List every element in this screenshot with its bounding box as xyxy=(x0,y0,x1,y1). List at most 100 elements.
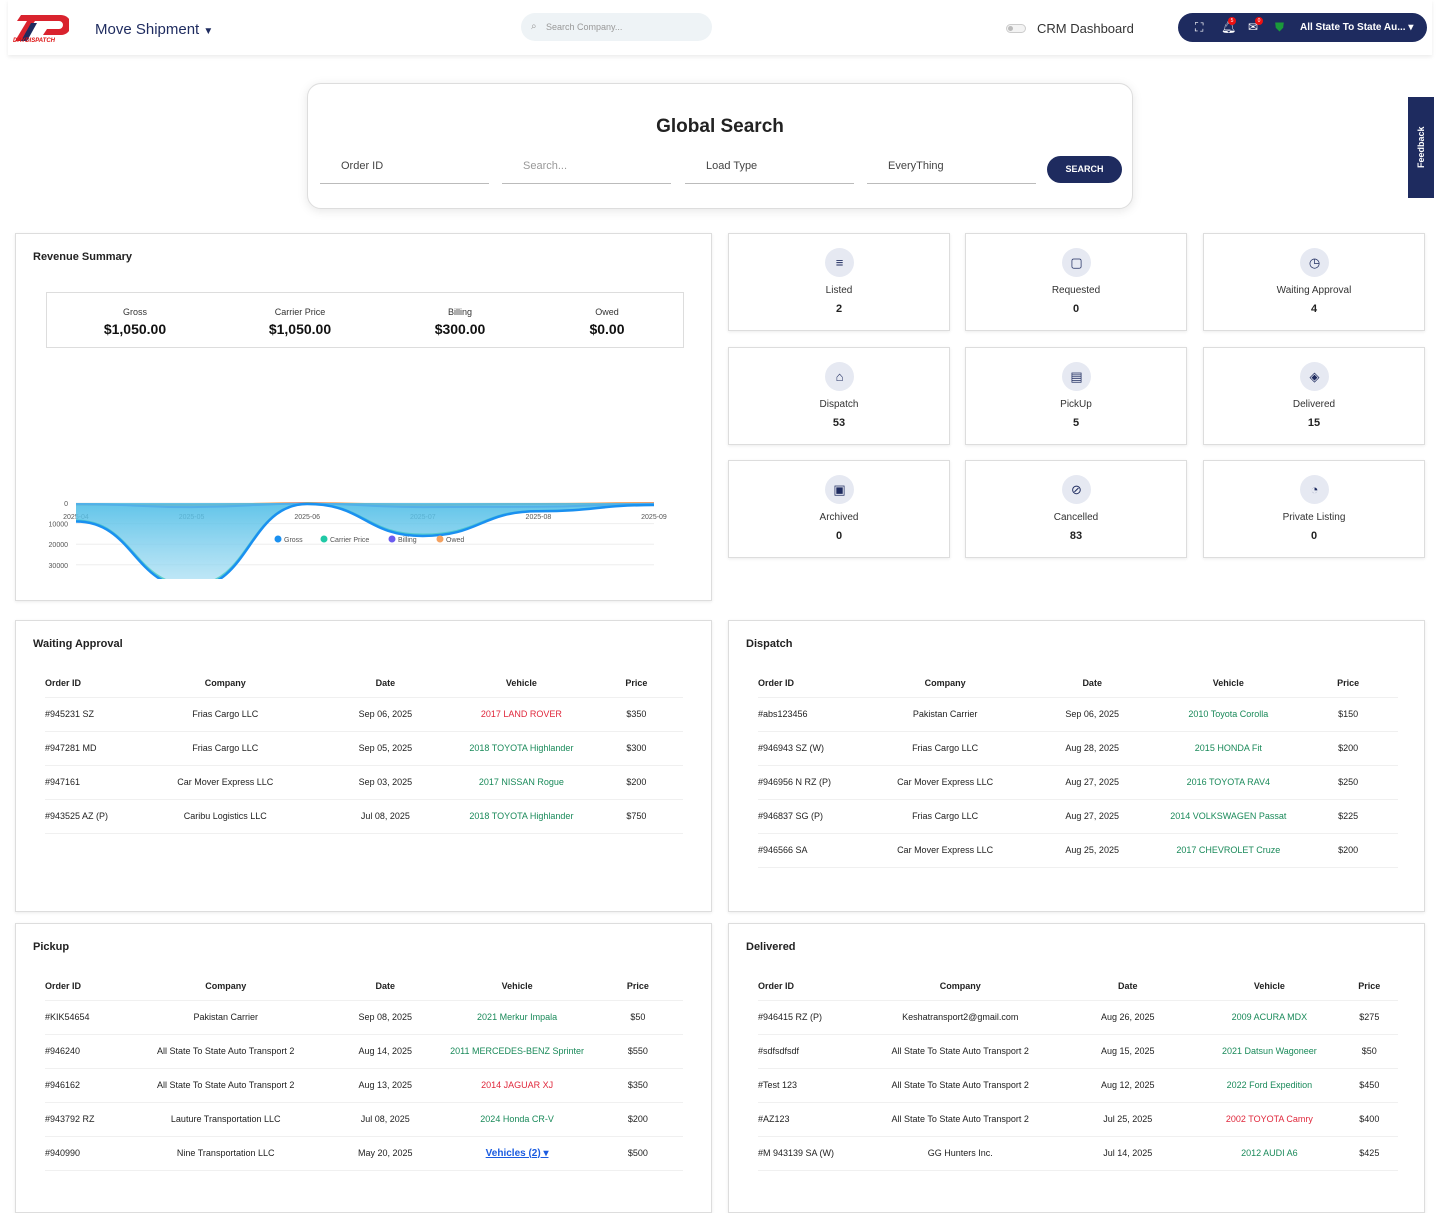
order-id-cell[interactable]: #946240 xyxy=(45,1034,123,1069)
vehicle-cell[interactable]: 2018 TOYOTA Highlander xyxy=(453,799,590,834)
mail-icon[interactable]: ✉ 0 xyxy=(1248,17,1263,34)
table-row[interactable]: #946415 RZ (P) Keshatransport2@gmail.com A… xyxy=(758,1000,1398,1035)
search-input[interactable]: Search... xyxy=(502,160,671,184)
column-header[interactable]: Vehicle xyxy=(1198,980,1341,1001)
status-card-cancelled[interactable]: ⊘ Cancelled 83 xyxy=(965,460,1187,558)
table-row[interactable]: #946956 N RZ (P) Car Mover Express LLC Aug… xyxy=(758,765,1398,800)
vehicle-cell[interactable]: 2021 Merkur Impala xyxy=(441,1000,593,1035)
table-row[interactable]: #945231 SZ Frias Cargo LLC Sep 06, 2025 201… xyxy=(45,697,683,732)
order-id-cell[interactable]: #946566 SA xyxy=(758,833,865,868)
column-header[interactable]: Price xyxy=(589,677,683,698)
vehicle-cell[interactable]: 2017 LAND ROVER xyxy=(453,697,590,732)
vehicle-cell[interactable]: 2022 Ford Expedition xyxy=(1198,1068,1341,1103)
vehicle-cell[interactable]: 2018 TOYOTA Highlander xyxy=(453,731,590,766)
column-header[interactable]: Order ID xyxy=(758,677,865,698)
vehicle-cell[interactable]: 2009 ACURA MDX xyxy=(1198,1000,1341,1035)
status-card-delivered[interactable]: ◈ Delivered 15 xyxy=(1203,347,1425,445)
vehicle-cell[interactable]: 2015 HONDA Fit xyxy=(1158,731,1299,766)
column-header[interactable]: Price xyxy=(592,980,683,1001)
table-row[interactable]: #946837 SG (P) Frias Cargo LLC Aug 27, 202… xyxy=(758,799,1398,834)
vehicle-cell[interactable]: 2010 Toyota Corolla xyxy=(1158,697,1299,732)
column-header[interactable]: Date xyxy=(317,677,454,698)
column-header[interactable]: Price xyxy=(1340,980,1398,1001)
status-card-waiting-approval[interactable]: ◷ Waiting Approval 4 xyxy=(1203,233,1425,331)
order-id-cell[interactable]: #946943 SZ (W) xyxy=(758,731,865,766)
column-header[interactable]: Company xyxy=(863,980,1058,1001)
status-card-requested[interactable]: ▢ Requested 0 xyxy=(965,233,1187,331)
table-row[interactable]: #abs123456 Pakistan Carrier Sep 06, 2025 20… xyxy=(758,697,1398,732)
status-card-dispatch[interactable]: ⌂ Dispatch 53 xyxy=(728,347,950,445)
order-id-cell[interactable]: #KIK54654 xyxy=(45,1000,123,1035)
vehicle-cell[interactable]: 2017 NISSAN Rogue xyxy=(453,765,590,800)
load-type-select[interactable]: Load Type xyxy=(685,160,854,184)
fullscreen-icon[interactable]: ⛶ xyxy=(1195,20,1204,34)
order-id-cell[interactable]: #AZ123 xyxy=(758,1102,864,1137)
column-header[interactable]: Order ID xyxy=(45,677,133,698)
table-row[interactable]: #947281 MD Frias Cargo LLC Sep 05, 2025 201… xyxy=(45,731,683,766)
vehicle-cell[interactable]: 2014 VOLKSWAGEN Passat xyxy=(1158,799,1299,834)
column-header[interactable]: Vehicle xyxy=(441,980,593,1001)
search-button[interactable]: SEARCH xyxy=(1047,156,1122,183)
table-row[interactable]: #AZ123 All State To State Auto Transport … xyxy=(758,1102,1398,1137)
column-header[interactable]: Vehicle xyxy=(1158,677,1299,698)
column-header[interactable]: Order ID xyxy=(45,980,123,1001)
vehicle-cell[interactable]: Vehicles (2) ▾ xyxy=(441,1136,593,1171)
order-id-cell[interactable]: #943525 AZ (P) xyxy=(45,799,133,834)
status-card-pickup[interactable]: ▤ PickUp 5 xyxy=(965,347,1187,445)
order-id-cell[interactable]: #sdfsdfsdf xyxy=(758,1034,864,1069)
order-id-cell[interactable]: #946415 RZ (P) xyxy=(758,1000,864,1035)
table-row[interactable]: #sdfsdfsdf All State To State Auto Transp… xyxy=(758,1034,1398,1069)
status-card-private-listing[interactable]: ◔ Private Listing 0 xyxy=(1203,460,1425,558)
table-row[interactable]: #946240 All State To State Auto Transport… xyxy=(45,1034,683,1069)
column-header[interactable]: Company xyxy=(132,677,318,698)
vehicle-cell[interactable]: 2017 CHEVROLET Cruze xyxy=(1158,833,1299,868)
column-header[interactable]: Date xyxy=(1057,980,1199,1001)
crm-toggle[interactable] xyxy=(1006,24,1026,33)
table-row[interactable]: #947161 Car Mover Express LLC Sep 03, 2025… xyxy=(45,765,683,800)
column-header[interactable]: Order ID xyxy=(758,980,864,1001)
move-shipment-menu[interactable]: Move Shipment ▼ xyxy=(95,21,213,38)
order-id-cell[interactable]: #947281 MD xyxy=(45,731,133,766)
vehicle-cell[interactable]: 2011 MERCEDES-BENZ Sprinter xyxy=(441,1034,593,1069)
order-id-cell[interactable]: #946162 xyxy=(45,1068,123,1103)
vehicle-cell[interactable]: 2002 TOYOTA Camry xyxy=(1198,1102,1341,1137)
column-header[interactable]: Vehicle xyxy=(453,677,590,698)
table-row[interactable]: #KIK54654 Pakistan Carrier Sep 08, 2025 202… xyxy=(45,1000,683,1035)
table-row[interactable]: #943792 RZ Lauture Transportation LLC Jul … xyxy=(45,1102,683,1137)
account-dropdown[interactable]: All State To State Au... ▾ xyxy=(1300,22,1414,33)
table-row[interactable]: #M 943139 SA (W) GG Hunters Inc. Jul 14, 2… xyxy=(758,1136,1398,1171)
order-id-cell[interactable]: #946956 N RZ (P) xyxy=(758,765,865,800)
order-id-cell[interactable]: #947161 xyxy=(45,765,133,800)
column-header[interactable]: Company xyxy=(864,677,1026,698)
order-id-cell[interactable]: #943792 RZ xyxy=(45,1102,123,1137)
daydispatch-logo[interactable] xyxy=(13,9,69,47)
status-card-archived[interactable]: ▣ Archived 0 xyxy=(728,460,950,558)
column-header[interactable]: Date xyxy=(1026,677,1159,698)
table-row[interactable]: #946162 All State To State Auto Transport… xyxy=(45,1068,683,1103)
bell-icon[interactable]: 🔔︎ 5 xyxy=(1221,17,1237,34)
vehicle-cell[interactable]: 2024 Honda CR-V xyxy=(441,1102,593,1137)
order-id-cell[interactable]: #940990 xyxy=(45,1136,123,1171)
everything-select[interactable]: EveryThing xyxy=(867,160,1036,184)
column-header[interactable]: Company xyxy=(122,980,330,1001)
table-row[interactable]: #940990 Nine Transportation LLC May 20, 20… xyxy=(45,1136,683,1171)
vehicle-cell[interactable]: 2021 Datsun Wagoneer xyxy=(1198,1034,1341,1069)
vehicle-cell[interactable]: 2012 AUDI A6 xyxy=(1198,1136,1341,1171)
status-card-listed[interactable]: ≡ Listed 2 xyxy=(728,233,950,331)
search-company-input[interactable]: ⌕ Search Company... xyxy=(521,13,712,41)
order-id-cell[interactable]: #945231 SZ xyxy=(45,697,133,732)
table-row[interactable]: #943525 AZ (P) Caribu Logistics LLC Jul 08… xyxy=(45,799,683,834)
table-row[interactable]: #946943 SZ (W) Frias Cargo LLC Aug 28, 202… xyxy=(758,731,1398,766)
order-id-cell[interactable]: #M 943139 SA (W) xyxy=(758,1136,864,1171)
order-id-cell[interactable]: #Test 123 xyxy=(758,1068,864,1103)
table-row[interactable]: #Test 123 All State To State Auto Transpo… xyxy=(758,1068,1398,1103)
column-header[interactable]: Date xyxy=(329,980,442,1001)
vehicle-cell[interactable]: 2016 TOYOTA RAV4 xyxy=(1158,765,1299,800)
vehicle-cell[interactable]: 2014 JAGUAR XJ xyxy=(441,1068,593,1103)
order-id-cell[interactable]: #946837 SG (P) xyxy=(758,799,865,834)
feedback-tab[interactable]: Feedback xyxy=(1408,97,1434,198)
column-header[interactable]: Price xyxy=(1298,677,1398,698)
order-id-select[interactable]: Order ID xyxy=(320,160,489,184)
order-id-cell[interactable]: #abs123456 xyxy=(758,697,865,732)
table-row[interactable]: #946566 SA Car Mover Express LLC Aug 25, 2… xyxy=(758,833,1398,868)
